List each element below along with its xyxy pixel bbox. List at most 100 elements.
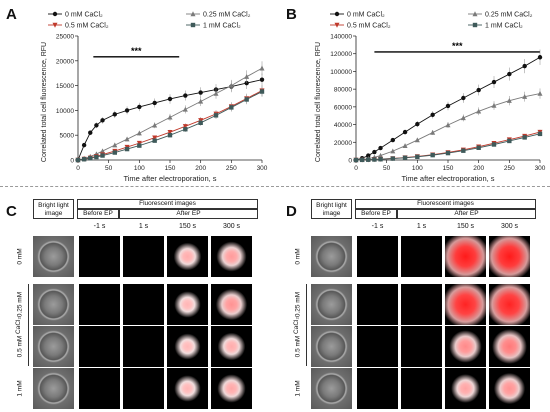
- bright-field-cell: [33, 368, 74, 409]
- legend-label: 0.5 mM CaCl₂: [65, 23, 109, 30]
- series-line: [77, 79, 263, 161]
- x-tick-label: 200: [473, 165, 484, 172]
- header-before-ep: Before EP: [77, 209, 119, 219]
- data-point: [112, 142, 118, 148]
- data-point: [390, 156, 395, 161]
- data-point: [182, 124, 188, 129]
- time-label: -1 s: [93, 223, 106, 230]
- panel-label-c: C: [6, 203, 17, 220]
- data-point: [402, 155, 408, 160]
- data-point: [244, 97, 249, 102]
- cacl2-bracket: [28, 284, 29, 366]
- data-point: [124, 146, 130, 152]
- y-tick-label: 15000: [56, 83, 74, 90]
- x-tick-label: 50: [105, 165, 113, 172]
- data-point: [537, 90, 543, 96]
- time-label: 150 s: [178, 223, 197, 230]
- data-point: [445, 103, 451, 109]
- data-point: [228, 82, 234, 88]
- fluorescence-cell: [123, 236, 164, 277]
- bright-field-cell: [33, 284, 74, 325]
- data-point: [198, 90, 203, 95]
- row-label: 1 mM: [294, 380, 302, 397]
- x-tick-label: 100: [134, 165, 145, 172]
- y-axis-label: Correlated total cell fluorescence, RFU: [41, 42, 48, 162]
- y-tick-label: 100000: [330, 69, 352, 76]
- x-tick-label: 300: [535, 165, 546, 172]
- fluorescence-cell: [167, 326, 208, 367]
- data-point: [414, 137, 420, 143]
- y-axis-label: Correlated total cell fluorescence, RFU: [315, 42, 322, 162]
- time-label: 150 s: [456, 223, 475, 230]
- fluorescence-cell: [167, 284, 208, 325]
- series-line: [77, 90, 263, 161]
- data-point: [244, 80, 249, 86]
- data-point: [415, 121, 420, 127]
- fluorescence-cell: [167, 236, 208, 277]
- data-point: [491, 142, 497, 147]
- data-point: [137, 143, 142, 148]
- data-point: [137, 104, 142, 110]
- data-point: [402, 129, 408, 135]
- fluorescence-cell: [445, 368, 486, 409]
- data-point: [136, 140, 142, 146]
- significance-label: ***: [452, 41, 463, 51]
- series-line: [77, 91, 263, 161]
- fluorescence-cell: [489, 368, 530, 409]
- legend-label: 0 mM CaCl₂: [347, 12, 385, 19]
- legend-marker: [334, 11, 340, 17]
- cacl2-group-label: CaCl₂: [14, 317, 22, 334]
- y-tick-label: 20000: [56, 58, 74, 65]
- data-point: [167, 130, 173, 135]
- data-point: [94, 154, 99, 160]
- fluorescence-cell: [357, 326, 398, 367]
- data-point: [522, 93, 528, 99]
- data-point: [229, 105, 234, 110]
- row-label: 1 mM: [16, 380, 24, 397]
- y-tick-label: 20000: [334, 140, 352, 147]
- data-point: [507, 71, 512, 77]
- header-after-ep: After EP: [119, 209, 258, 219]
- row-label: 0 mM: [16, 248, 24, 265]
- time-label: 1 s: [138, 223, 149, 230]
- data-point: [390, 148, 396, 154]
- fluorescence-cell: [401, 236, 442, 277]
- cacl2-group-label: CaCl₂: [292, 317, 300, 334]
- bright-field-cell: [311, 284, 352, 325]
- legend-label: 0 mM CaCl₂: [65, 12, 103, 19]
- data-point: [378, 152, 384, 158]
- fluorescence-cell: [357, 284, 398, 325]
- header-before-ep: Before EP: [355, 209, 397, 219]
- data-point: [359, 157, 365, 163]
- data-point: [522, 63, 527, 69]
- data-point: [491, 79, 497, 85]
- x-tick-label: 0: [354, 165, 358, 172]
- time-label: 1 s: [416, 223, 427, 230]
- fluorescence-cell: [357, 236, 398, 277]
- fluorescence-cell: [401, 326, 442, 367]
- data-point: [506, 97, 512, 103]
- legend-marker: [52, 22, 58, 28]
- fluorescence-cell: [445, 236, 486, 277]
- y-tick-label: 120000: [330, 51, 352, 58]
- data-point: [372, 157, 377, 162]
- bright-field-cell: [311, 326, 352, 367]
- data-point: [430, 129, 436, 135]
- data-point: [461, 148, 466, 153]
- row-label: 0 mM: [294, 248, 302, 265]
- series-line: [355, 133, 541, 161]
- series-line: [355, 56, 541, 161]
- time-label: 300 s: [500, 223, 519, 230]
- fluorescence-cell: [211, 284, 252, 325]
- y-tick-label: 25000: [56, 34, 74, 41]
- data-point: [259, 65, 265, 71]
- x-tick-label: 50: [383, 165, 391, 172]
- data-point: [94, 123, 99, 128]
- legend-label: 0.25 mM CaCl₂: [485, 12, 533, 19]
- data-point: [152, 138, 157, 143]
- legend-label: 1 mM CaCl₂: [203, 23, 241, 30]
- data-point: [81, 157, 87, 162]
- cacl2-bracket: [306, 284, 307, 366]
- bright-field-cell: [33, 236, 74, 277]
- data-point: [88, 156, 93, 161]
